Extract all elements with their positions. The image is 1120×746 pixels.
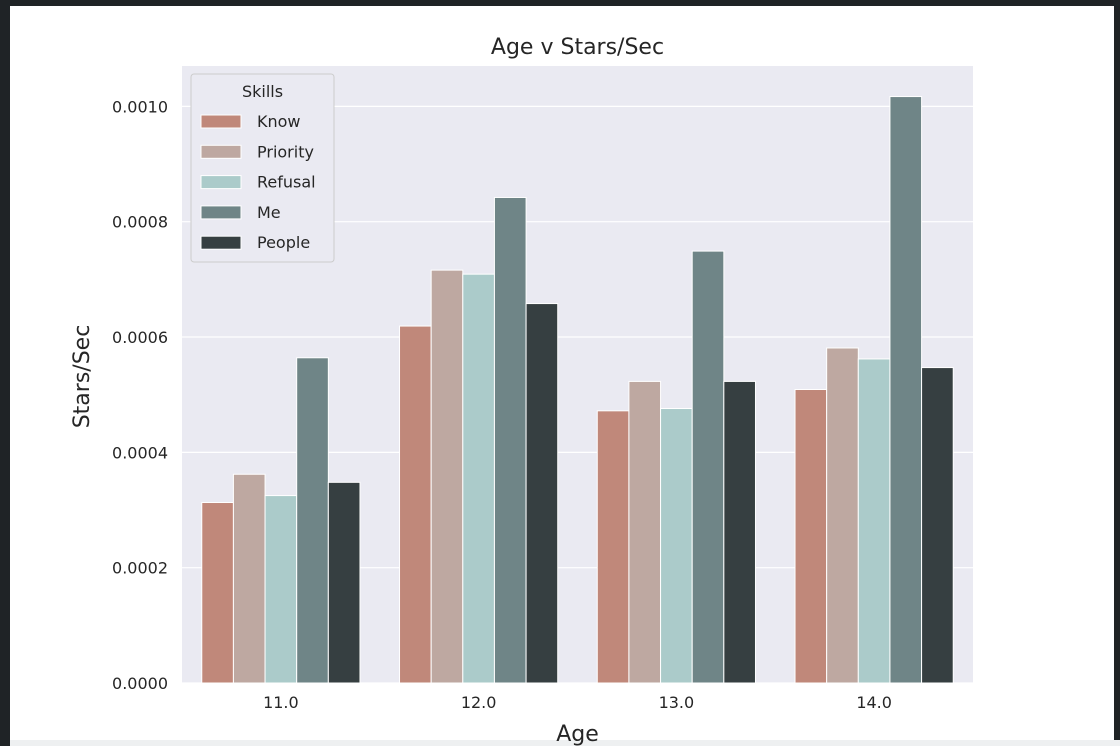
x-tick-label: 12.0	[461, 693, 497, 712]
legend-label-know: Know	[257, 112, 301, 131]
y-tick-label: 0.0010	[112, 97, 168, 116]
legend-label-refusal: Refusal	[257, 173, 316, 192]
bar-me-13.0	[691, 250, 725, 684]
legend: Skills Know Priority Refusal Me People	[190, 73, 335, 263]
y-tick-label: 0.0008	[112, 213, 168, 232]
x-tick-labels: 11.0 12.0 13.0 14.0	[263, 693, 892, 712]
bar-refusal-12.0	[462, 273, 495, 684]
legend-label-me: Me	[257, 203, 281, 222]
bar-know-13.0	[596, 410, 630, 684]
bar-priority-13.0	[628, 380, 662, 684]
bar-people-11.0	[327, 481, 361, 684]
bar-priority-14.0	[826, 347, 859, 684]
bar-refusal-14.0	[857, 358, 891, 684]
legend-swatch-refusal	[200, 175, 242, 190]
chart-title: Age v Stars/Sec	[491, 35, 664, 60]
y-tick-label: 0.0002	[112, 559, 168, 578]
legend-swatch-me	[200, 205, 242, 220]
bar-people-12.0	[525, 303, 559, 684]
y-axis-label: Stars/Sec	[70, 325, 95, 429]
x-axis-label: Age	[556, 722, 599, 746]
bar-me-11.0	[296, 357, 329, 684]
legend-swatch-know	[200, 114, 242, 129]
y-tick-labels: 0.0000 0.0002 0.0004 0.0006 0.0008 0.0010	[112, 97, 168, 693]
bar-me-12.0	[493, 196, 527, 684]
legend-label-people: People	[257, 233, 310, 252]
x-tick-label: 11.0	[263, 693, 299, 712]
legend-title: Skills	[242, 82, 283, 101]
bar-refusal-11.0	[264, 495, 298, 684]
bar-me-14.0	[889, 96, 923, 684]
legend-swatch-people	[200, 235, 242, 250]
x-tick-label: 14.0	[856, 693, 892, 712]
bottom-strip	[10, 740, 1120, 746]
bar-know-12.0	[399, 325, 432, 684]
bar-priority-11.0	[232, 473, 266, 684]
bar-know-14.0	[794, 388, 828, 684]
y-tick-label: 0.0004	[112, 443, 168, 462]
bar-people-14.0	[921, 367, 954, 684]
y-tick-label: 0.0006	[112, 328, 168, 347]
x-tick-label: 13.0	[659, 693, 695, 712]
bars	[201, 96, 954, 684]
bar-refusal-13.0	[660, 408, 693, 684]
bar-know-11.0	[201, 502, 234, 684]
bar-priority-12.0	[430, 269, 464, 684]
legend-label-priority: Priority	[257, 142, 314, 161]
legend-swatch-priority	[200, 144, 242, 159]
y-tick-label: 0.0000	[112, 674, 168, 693]
bar-people-13.0	[723, 380, 756, 684]
